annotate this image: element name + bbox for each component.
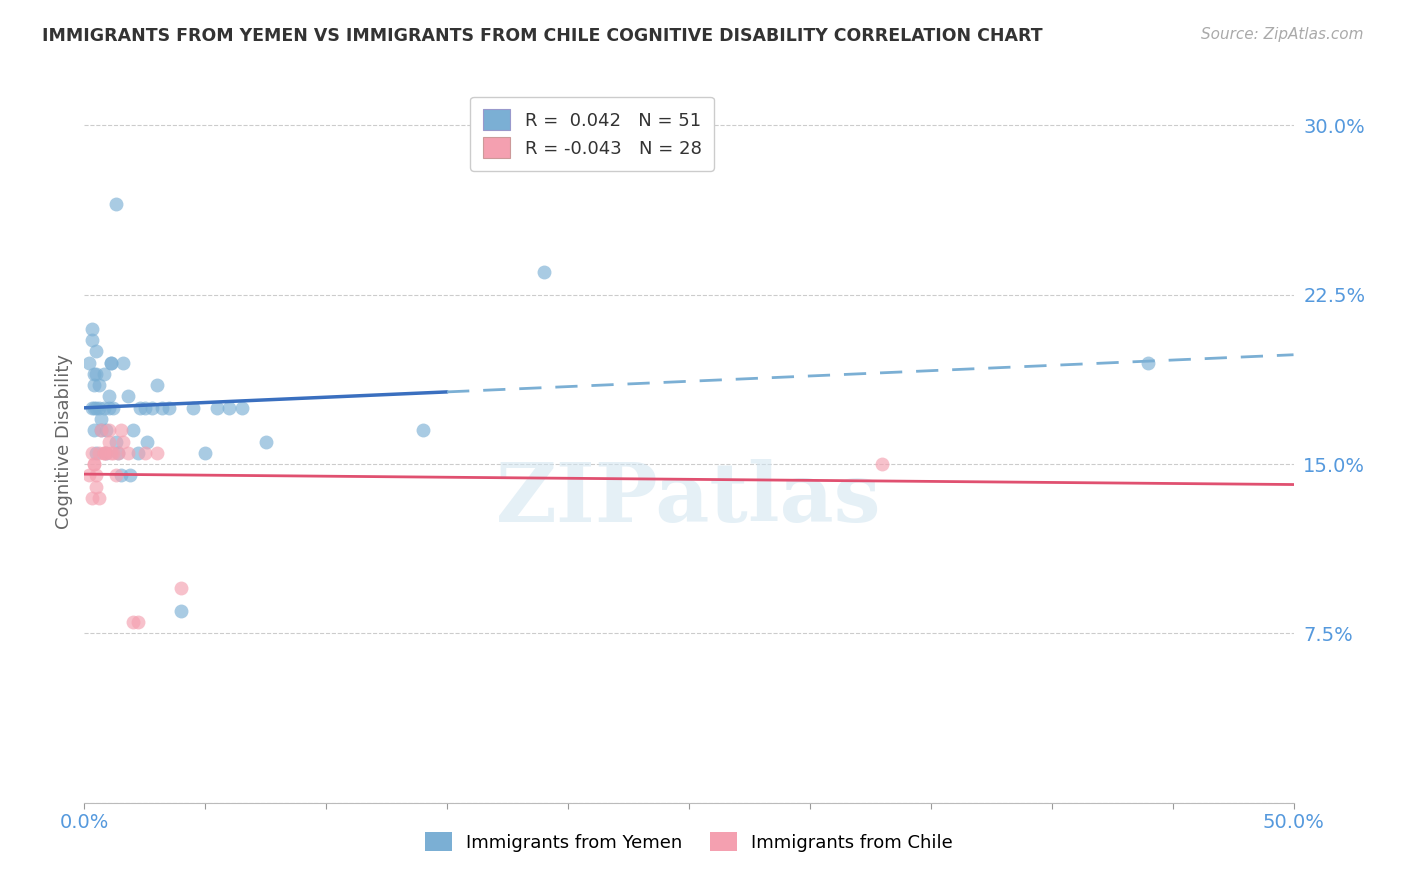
Point — [77, 468, 100, 483]
Point — [87, 378, 110, 392]
Point — [127, 446, 149, 460]
Point — [150, 401, 173, 415]
Text: ZIPatlas: ZIPatlas — [496, 459, 882, 540]
Point — [129, 401, 152, 415]
Point — [86, 401, 108, 415]
Point — [103, 446, 125, 460]
Point — [80, 446, 103, 460]
Point — [146, 378, 169, 392]
Point — [86, 446, 108, 460]
Point — [218, 401, 240, 415]
Point — [134, 446, 156, 460]
Point — [254, 434, 277, 449]
Point — [134, 401, 156, 415]
Point — [170, 582, 193, 596]
Point — [121, 615, 143, 630]
Point — [80, 321, 103, 335]
Point — [90, 412, 112, 426]
Point — [107, 446, 129, 460]
Point — [83, 401, 105, 415]
Point — [94, 446, 117, 460]
Point — [104, 434, 127, 449]
Point — [87, 491, 110, 505]
Y-axis label: Cognitive Disability: Cognitive Disability — [55, 354, 73, 529]
Text: Source: ZipAtlas.com: Source: ZipAtlas.com — [1201, 27, 1364, 42]
Point — [170, 604, 193, 618]
Point — [110, 423, 132, 437]
Point — [93, 446, 115, 460]
Point — [86, 468, 108, 483]
Point — [90, 423, 112, 437]
Point — [86, 344, 108, 359]
Point — [100, 446, 122, 460]
Point — [103, 401, 125, 415]
Point — [97, 434, 120, 449]
Point — [146, 446, 169, 460]
Point — [83, 378, 105, 392]
Point — [181, 401, 204, 415]
Point — [110, 468, 132, 483]
Point — [872, 457, 894, 471]
Point — [83, 367, 105, 381]
Point — [121, 423, 143, 437]
Point — [117, 446, 139, 460]
Point — [93, 401, 115, 415]
Point — [104, 197, 127, 211]
Point — [97, 401, 120, 415]
Point — [104, 468, 127, 483]
Point — [80, 401, 103, 415]
Point — [194, 446, 217, 460]
Point — [107, 446, 129, 460]
Point — [136, 434, 159, 449]
Point — [117, 389, 139, 403]
Point — [80, 491, 103, 505]
Point — [83, 423, 105, 437]
Point — [86, 367, 108, 381]
Point — [120, 468, 142, 483]
Point — [231, 401, 253, 415]
Point — [533, 265, 555, 279]
Point — [94, 446, 117, 460]
Point — [83, 457, 105, 471]
Point — [80, 333, 103, 347]
Point — [93, 446, 115, 460]
Point — [97, 389, 120, 403]
Point — [157, 401, 180, 415]
Point — [127, 615, 149, 630]
Legend: Immigrants from Yemen, Immigrants from Chile: Immigrants from Yemen, Immigrants from C… — [418, 825, 960, 859]
Text: IMMIGRANTS FROM YEMEN VS IMMIGRANTS FROM CHILE COGNITIVE DISABILITY CORRELATION : IMMIGRANTS FROM YEMEN VS IMMIGRANTS FROM… — [42, 27, 1043, 45]
Point — [94, 423, 117, 437]
Point — [97, 423, 120, 437]
Point — [93, 367, 115, 381]
Point — [83, 457, 105, 471]
Point — [112, 355, 135, 369]
Point — [412, 423, 434, 437]
Point — [100, 355, 122, 369]
Point — [207, 401, 229, 415]
Point — [87, 446, 110, 460]
Point — [141, 401, 163, 415]
Point — [90, 423, 112, 437]
Point — [77, 355, 100, 369]
Point — [87, 401, 110, 415]
Point — [1137, 355, 1160, 369]
Point — [86, 480, 108, 494]
Point — [100, 355, 122, 369]
Point — [112, 434, 135, 449]
